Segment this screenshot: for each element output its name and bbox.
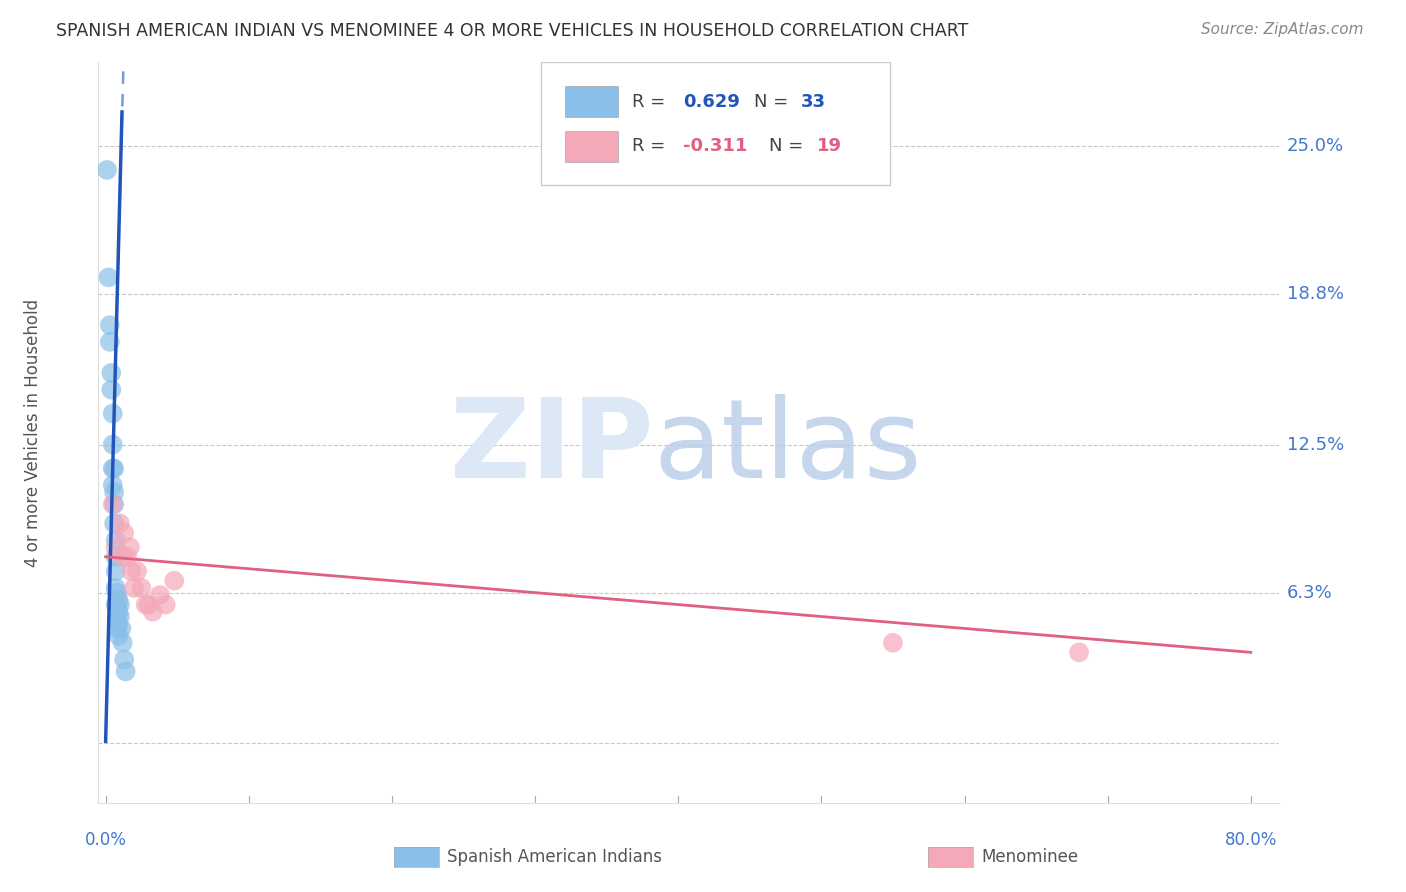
Point [149, 588, 172, 602]
FancyBboxPatch shape [565, 130, 619, 161]
Text: Menominee: Menominee [981, 848, 1078, 866]
FancyBboxPatch shape [565, 87, 619, 117]
Text: 19: 19 [817, 137, 842, 155]
Point [114, 665, 136, 679]
Point [103, 497, 125, 511]
Point [101, 437, 124, 451]
Point [108, 598, 131, 612]
Point [103, 461, 125, 475]
Point [122, 581, 145, 595]
Text: 12.5%: 12.5% [1286, 435, 1344, 453]
Point [105, 622, 128, 636]
Point [103, 485, 125, 500]
Point [1067, 645, 1090, 659]
Point [111, 549, 134, 564]
Point [107, 616, 129, 631]
Text: N =: N = [769, 137, 810, 155]
Point [120, 564, 142, 578]
Point [100, 366, 122, 380]
Text: R =: R = [633, 93, 671, 111]
Text: 25.0%: 25.0% [1286, 137, 1344, 155]
Point [112, 652, 135, 666]
Point [112, 525, 135, 540]
Point [96, 162, 118, 177]
Text: Source: ZipAtlas.com: Source: ZipAtlas.com [1201, 22, 1364, 37]
Point [101, 497, 124, 511]
Text: -0.311: -0.311 [683, 137, 748, 155]
Text: ZIP: ZIP [450, 394, 654, 501]
Point [142, 605, 165, 619]
Text: N =: N = [754, 93, 794, 111]
Text: 33: 33 [801, 93, 827, 111]
Text: 4 or more Vehicles in Household: 4 or more Vehicles in Household [24, 299, 42, 566]
Point [104, 549, 127, 564]
Point [100, 383, 122, 397]
Point [101, 407, 124, 421]
Point [107, 629, 129, 643]
Point [104, 581, 127, 595]
Text: SPANISH AMERICAN INDIAN VS MENOMINEE 4 OR MORE VEHICLES IN HOUSEHOLD CORRELATION: SPANISH AMERICAN INDIAN VS MENOMINEE 4 O… [56, 22, 969, 40]
Point [105, 599, 128, 614]
Point [101, 461, 124, 475]
Point [104, 598, 127, 612]
Text: Spanish American Indians: Spanish American Indians [447, 848, 662, 866]
Point [107, 592, 129, 607]
Point [107, 605, 129, 619]
Point [101, 478, 124, 492]
Text: atlas: atlas [654, 394, 922, 501]
Point [115, 549, 138, 564]
Point [98, 318, 121, 333]
Point [104, 533, 127, 547]
Point [111, 636, 134, 650]
Text: 6.3%: 6.3% [1286, 583, 1333, 601]
Point [125, 564, 148, 578]
Text: 0.629: 0.629 [683, 93, 740, 111]
Point [104, 541, 127, 555]
Point [97, 270, 120, 285]
Point [108, 516, 131, 531]
Point [108, 609, 131, 624]
Point [882, 636, 904, 650]
Point [98, 334, 121, 349]
Point [103, 516, 125, 531]
Point [118, 541, 141, 555]
Text: 18.8%: 18.8% [1286, 285, 1344, 303]
Point [104, 564, 127, 578]
Point [163, 574, 186, 588]
Text: 80.0%: 80.0% [1225, 831, 1277, 849]
Point [155, 598, 177, 612]
Point [105, 612, 128, 626]
Point [131, 581, 153, 595]
Point [105, 585, 128, 599]
Point [110, 622, 132, 636]
FancyBboxPatch shape [541, 62, 890, 185]
Point [138, 598, 160, 612]
Text: 0.0%: 0.0% [84, 831, 127, 849]
Point [135, 598, 157, 612]
Text: R =: R = [633, 137, 671, 155]
